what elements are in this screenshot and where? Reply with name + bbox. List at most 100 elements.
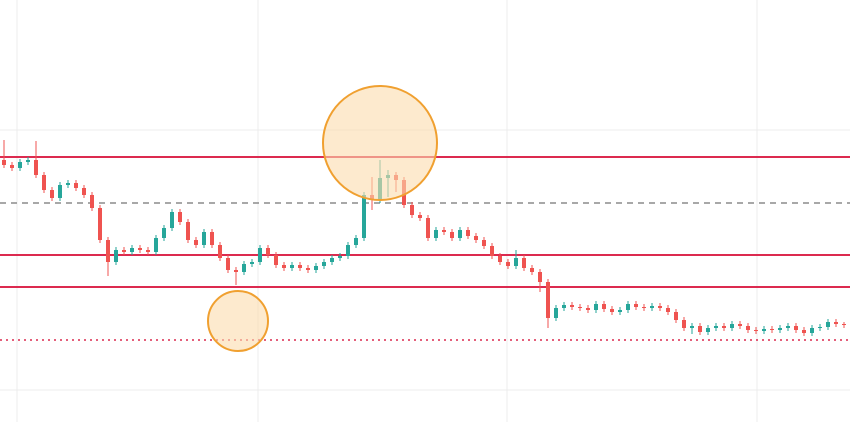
candle-body xyxy=(706,328,710,332)
candle-body xyxy=(554,308,558,318)
candle-body xyxy=(634,304,638,307)
candle-body xyxy=(186,222,190,240)
candle-body xyxy=(194,240,198,245)
candle-body xyxy=(610,309,614,312)
candle-body xyxy=(570,305,574,307)
candle-body xyxy=(74,183,78,188)
candle-body xyxy=(306,268,310,270)
candle-body xyxy=(58,185,62,198)
candle-body xyxy=(298,265,302,268)
candle-body xyxy=(738,324,742,326)
candle-body xyxy=(114,250,118,262)
candle-body xyxy=(410,205,414,215)
candle-body xyxy=(170,212,174,228)
candle-body xyxy=(154,238,158,252)
candle-body xyxy=(122,250,126,252)
candle-body xyxy=(650,306,654,308)
candle-body xyxy=(202,232,206,245)
candle-body xyxy=(258,248,262,262)
candle-body xyxy=(682,320,686,328)
candle-body xyxy=(250,262,254,264)
candle-body xyxy=(314,266,318,270)
candle-body xyxy=(602,304,606,309)
candle-body xyxy=(18,162,22,168)
candle-body xyxy=(842,324,846,325)
candle-body xyxy=(658,306,662,308)
candle-body xyxy=(138,248,142,250)
candle-body xyxy=(26,160,30,162)
candle-body xyxy=(690,326,694,328)
candle-body xyxy=(34,160,38,175)
candle-body xyxy=(506,262,510,266)
candle-body xyxy=(178,212,182,222)
candle-body xyxy=(90,195,94,208)
highlight-circle xyxy=(322,85,438,201)
candle-body xyxy=(762,329,766,331)
candle-body xyxy=(722,326,726,328)
candle-body xyxy=(282,265,286,268)
candle-body xyxy=(490,246,494,256)
highlight-circle xyxy=(207,290,269,352)
candle-body xyxy=(730,324,734,328)
candle-body xyxy=(474,236,478,240)
candle-body xyxy=(666,308,670,312)
candle-body xyxy=(786,326,790,328)
candle-body xyxy=(458,230,462,238)
candle-body xyxy=(834,322,838,324)
candle-body xyxy=(130,248,134,252)
candle-body xyxy=(578,307,582,308)
candle-body xyxy=(826,322,830,327)
candle-body xyxy=(626,304,630,310)
candle-body xyxy=(810,328,814,333)
candle-body xyxy=(354,238,358,245)
candle-body xyxy=(770,329,774,330)
candle-body xyxy=(322,262,326,266)
candle-body xyxy=(794,326,798,330)
candle-body xyxy=(450,232,454,238)
candle-body xyxy=(146,250,150,252)
candle-body xyxy=(98,208,102,240)
candle-body xyxy=(498,256,502,262)
candle-body xyxy=(266,248,270,255)
candle-body xyxy=(66,183,70,185)
candle-body xyxy=(218,245,222,258)
candle-body xyxy=(714,326,718,328)
candle-body xyxy=(226,258,230,270)
levels xyxy=(0,156,850,341)
candle-body xyxy=(362,195,366,238)
candle-body xyxy=(642,307,646,308)
candle-body xyxy=(466,230,470,236)
candle-body xyxy=(778,328,782,330)
candle-body xyxy=(50,190,54,198)
candle-body xyxy=(546,282,550,318)
candle-body xyxy=(234,270,238,272)
candle-body xyxy=(434,230,438,238)
candle-body xyxy=(618,310,622,312)
candle-body xyxy=(330,258,334,262)
candle-body xyxy=(594,304,598,310)
candle-body xyxy=(42,175,46,190)
candle-body xyxy=(162,228,166,238)
candle-body xyxy=(818,327,822,328)
candle-body xyxy=(10,165,14,168)
candle-body xyxy=(482,240,486,246)
candle-body xyxy=(426,218,430,238)
candle-body xyxy=(242,264,246,272)
candle-body xyxy=(418,215,422,218)
candle-body xyxy=(82,188,86,195)
candle-body xyxy=(210,232,214,245)
candle-body xyxy=(442,230,446,232)
candle-body xyxy=(562,305,566,308)
candle-body xyxy=(674,312,678,320)
candle-body xyxy=(514,258,518,266)
candle-body xyxy=(538,272,542,282)
candle-body xyxy=(106,240,110,262)
candle-body xyxy=(746,326,750,330)
candle-body xyxy=(2,160,6,165)
candle-body xyxy=(522,258,526,268)
candle-body xyxy=(802,330,806,333)
candle-body xyxy=(586,308,590,310)
candle-body xyxy=(346,245,350,256)
